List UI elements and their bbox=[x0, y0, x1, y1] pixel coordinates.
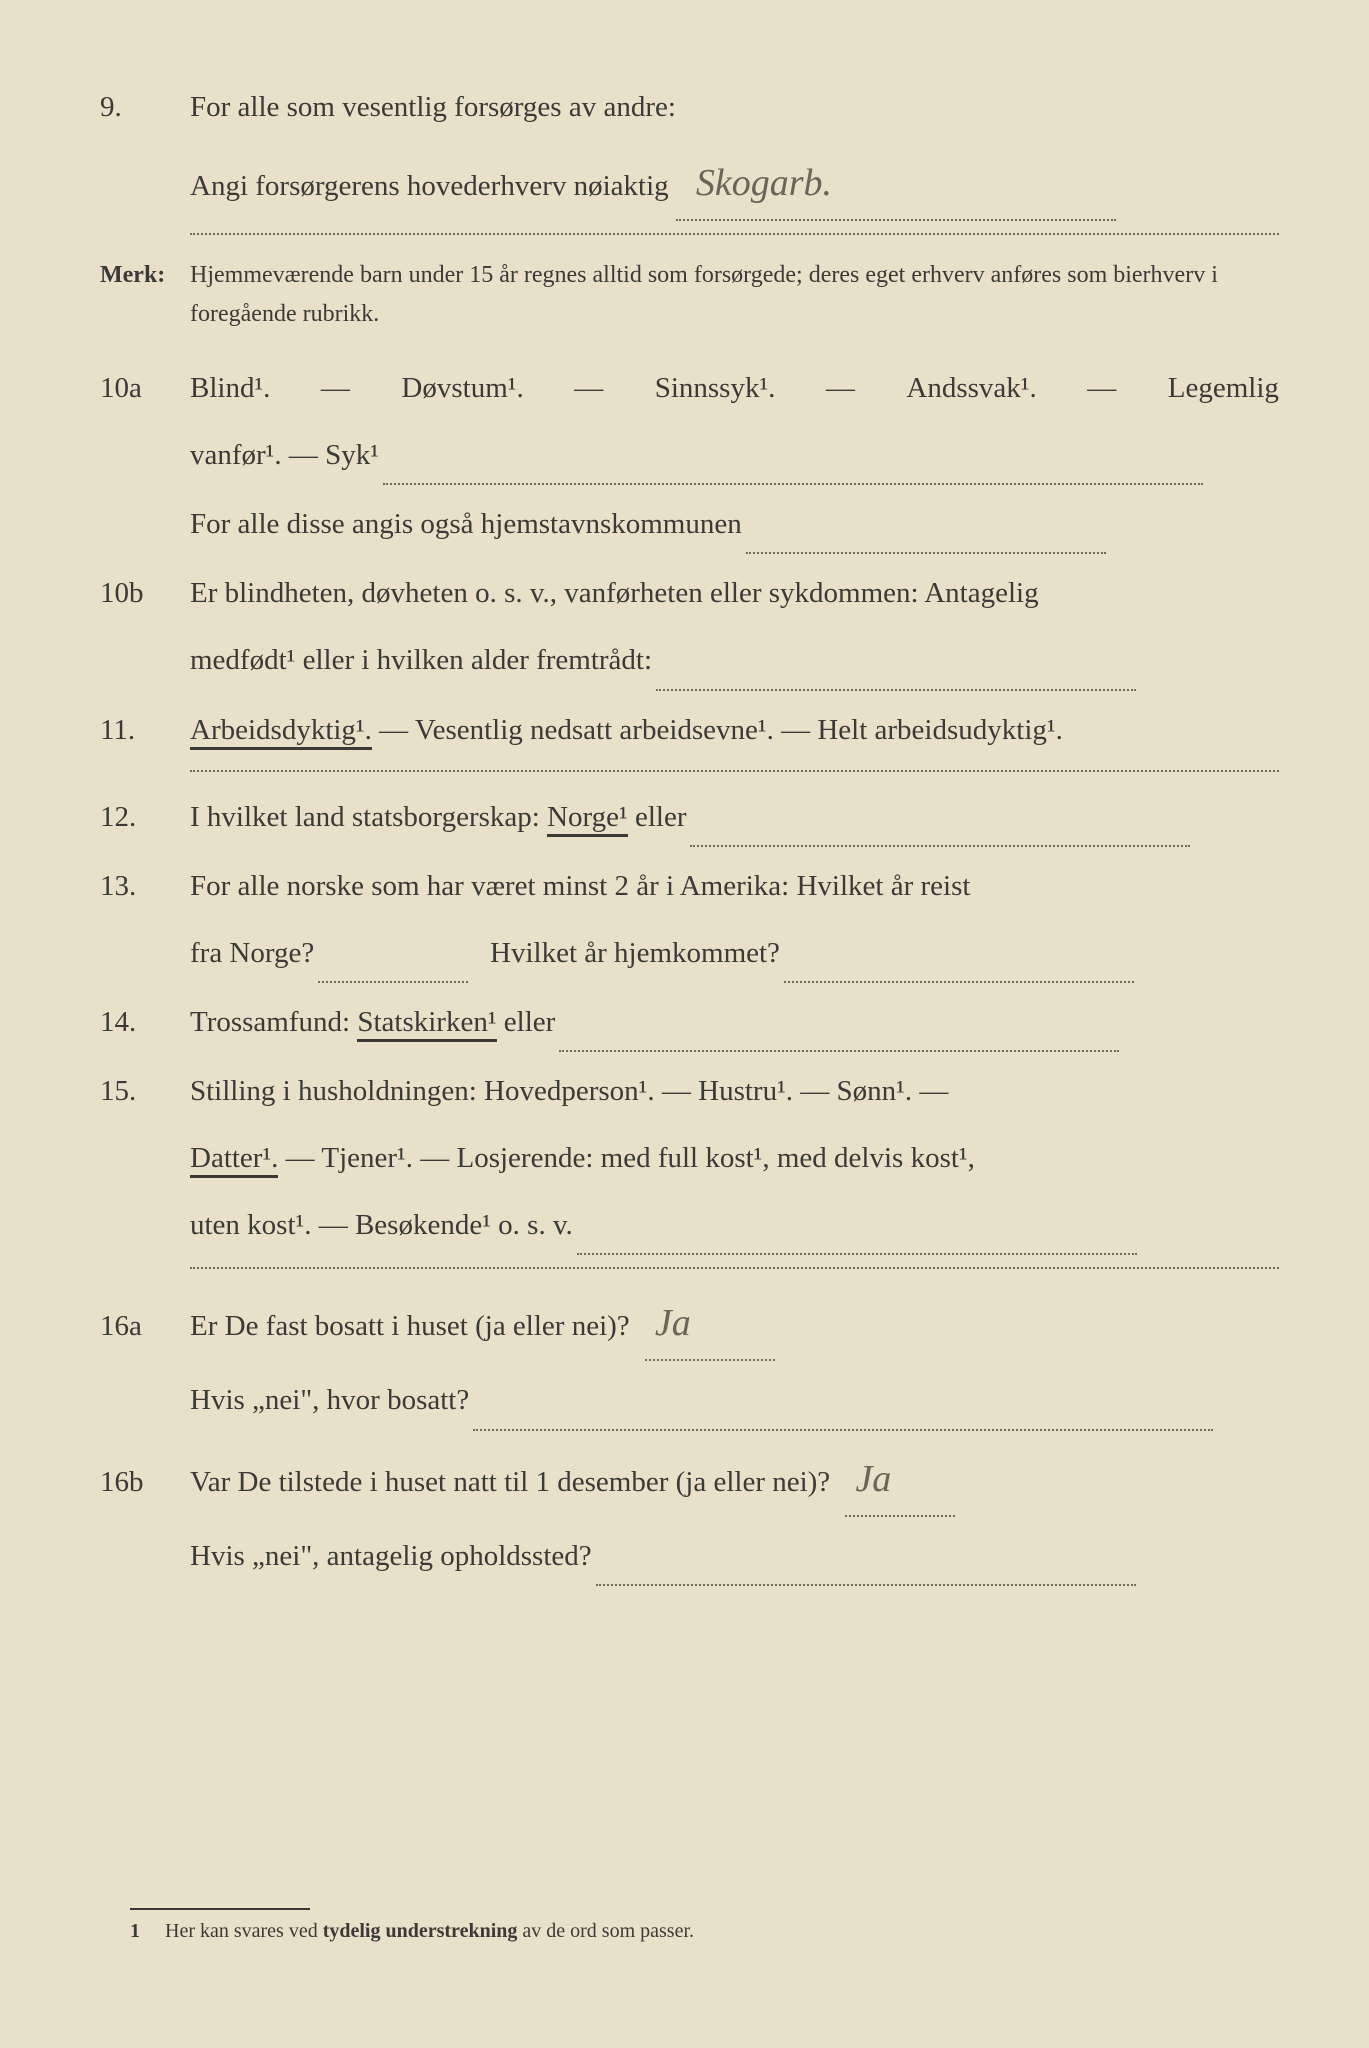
q12-number: 12. bbox=[100, 790, 190, 845]
q15-row3: uten kost¹. — Besøkende¹ o. s. v. bbox=[100, 1198, 1279, 1255]
q9-answer-line: Skogarb. bbox=[676, 147, 1116, 221]
q16b-line1: Var De tilstede i huset natt til 1 desem… bbox=[190, 1443, 1279, 1517]
q9-continuation-line bbox=[190, 233, 1279, 235]
q16a-number: 16a bbox=[100, 1299, 190, 1354]
blank-line bbox=[784, 926, 1134, 983]
q13-row2: fra Norge? Hvilket år hjemkommet? bbox=[100, 926, 1279, 983]
q14-number: 14. bbox=[100, 995, 190, 1050]
q15-line3: uten kost¹. — Besøkende¹ o. s. v. bbox=[190, 1198, 1279, 1255]
q12-underlined: Norge¹ bbox=[547, 801, 628, 837]
q10a-number: 10a bbox=[100, 361, 190, 416]
q9-line2: Angi forsørgerens hovederhverv nøiaktig … bbox=[190, 147, 1279, 221]
footnote-rule bbox=[130, 1908, 310, 1910]
q15-continuation-line bbox=[190, 1267, 1279, 1269]
footnote: 1 Her kan svares ved tydelig understrekn… bbox=[130, 1908, 1279, 1943]
q15-line1: Stilling i husholdningen: Hovedperson¹. … bbox=[190, 1064, 1279, 1119]
blank-line bbox=[577, 1198, 1137, 1255]
q16b-line2: Hvis „nei", antagelig opholdssted? bbox=[190, 1529, 1279, 1586]
q10b-row2: medfødt¹ eller i hvilken alder fremtrådt… bbox=[100, 633, 1279, 690]
q12-row: 12. I hvilket land statsborgerskap: Norg… bbox=[100, 790, 1279, 847]
q15-number: 15. bbox=[100, 1064, 190, 1119]
q10b-row1: 10b Er blindheten, døvheten o. s. v., va… bbox=[100, 566, 1279, 621]
q16a-answer-line: Ja bbox=[645, 1287, 775, 1361]
q15-underlined: Datter¹. bbox=[190, 1142, 278, 1178]
q9-line1: For alle som vesentlig forsørges av andr… bbox=[190, 80, 1279, 135]
q13-line2: fra Norge? Hvilket år hjemkommet? bbox=[190, 926, 1279, 983]
census-form-page: 9. For alle som vesentlig forsørges av a… bbox=[0, 0, 1369, 2048]
q16a-row2: Hvis „nei", hvor bosatt? bbox=[100, 1373, 1279, 1430]
q10a-row1: 10a Blind¹. — Døvstum¹. — Sinnssyk¹. — A… bbox=[100, 361, 1279, 416]
blank-line bbox=[596, 1529, 1136, 1586]
blank-line bbox=[559, 995, 1119, 1052]
q11-number: 11. bbox=[100, 703, 190, 758]
blank-line bbox=[746, 497, 1106, 554]
q10a-row3: For alle disse angis også hjemstavnskomm… bbox=[100, 497, 1279, 554]
q16b-row1: 16b Var De tilstede i huset natt til 1 d… bbox=[100, 1443, 1279, 1517]
q14-underlined: Statskirken¹ bbox=[357, 1006, 496, 1042]
q9-label: Angi forsørgerens hovederhverv nøiaktig bbox=[190, 170, 669, 202]
q10a-line3: For alle disse angis også hjemstavnskomm… bbox=[190, 497, 1279, 554]
merk-row: Merk: Hjemmeværende barn under 15 år reg… bbox=[100, 253, 1279, 333]
q15-row2: Datter¹. — Tjener¹. — Losjerende: med fu… bbox=[100, 1131, 1279, 1186]
q13-number: 13. bbox=[100, 859, 190, 914]
blank-line bbox=[656, 633, 1136, 690]
q15-line2: Datter¹. — Tjener¹. — Losjerende: med fu… bbox=[190, 1131, 1279, 1186]
q9-number: 9. bbox=[100, 80, 190, 135]
q14-row: 14. Trossamfund: Statskirken¹ eller bbox=[100, 995, 1279, 1052]
q10b-line1: Er blindheten, døvheten o. s. v., vanfør… bbox=[190, 566, 1279, 621]
q11-underlined: Arbeidsdyktig¹. bbox=[190, 714, 372, 750]
q10b-line2: medfødt¹ eller i hvilken alder fremtrådt… bbox=[190, 633, 1279, 690]
q10a-line2: vanfør¹. — Syk¹ bbox=[190, 428, 1279, 485]
q10b-number: 10b bbox=[100, 566, 190, 621]
q11-continuation-line bbox=[190, 770, 1279, 772]
merk-label: Merk: bbox=[100, 253, 190, 299]
q9-row1: 9. For alle som vesentlig forsørges av a… bbox=[100, 80, 1279, 135]
footnote-text: Her kan svares ved tydelig understreknin… bbox=[165, 1920, 694, 1942]
q10a-line1: Blind¹. — Døvstum¹. — Sinnssyk¹. — Andss… bbox=[190, 361, 1279, 416]
q16b-number: 16b bbox=[100, 1455, 190, 1510]
q15-row1: 15. Stilling i husholdningen: Hovedperso… bbox=[100, 1064, 1279, 1119]
q11-row: 11. Arbeidsdyktig¹. — Vesentlig nedsatt … bbox=[100, 703, 1279, 758]
blank-line bbox=[690, 790, 1190, 847]
q16a-row1: 16a Er De fast bosatt i huset (ja eller … bbox=[100, 1287, 1279, 1361]
q16a-line2: Hvis „nei", hvor bosatt? bbox=[190, 1373, 1279, 1430]
q16a-handwritten-answer: Ja bbox=[655, 1287, 691, 1359]
q14-content: Trossamfund: Statskirken¹ eller bbox=[190, 995, 1279, 1052]
blank-line bbox=[383, 428, 1203, 485]
q9-row2: Angi forsørgerens hovederhverv nøiaktig … bbox=[100, 147, 1279, 221]
footnote-marker: 1 bbox=[130, 1920, 140, 1942]
q10a-row2: vanfør¹. — Syk¹ bbox=[100, 428, 1279, 485]
q13-line1: For alle norske som har været minst 2 år… bbox=[190, 859, 1279, 914]
q13-row1: 13. For alle norske som har været minst … bbox=[100, 859, 1279, 914]
q9-handwritten-answer: Skogarb. bbox=[696, 147, 832, 219]
blank-line bbox=[318, 926, 468, 983]
q12-content: I hvilket land statsborgerskap: Norge¹ e… bbox=[190, 790, 1279, 847]
q16b-handwritten-answer: Ja bbox=[855, 1443, 891, 1515]
q16a-line1: Er De fast bosatt i huset (ja eller nei)… bbox=[190, 1287, 1279, 1361]
q11-content: Arbeidsdyktig¹. — Vesentlig nedsatt arbe… bbox=[190, 703, 1279, 758]
q16b-answer-line: Ja bbox=[845, 1443, 955, 1517]
merk-text: Hjemmeværende barn under 15 år regnes al… bbox=[190, 256, 1279, 333]
blank-line bbox=[473, 1373, 1213, 1430]
q16b-row2: Hvis „nei", antagelig opholdssted? bbox=[100, 1529, 1279, 1586]
